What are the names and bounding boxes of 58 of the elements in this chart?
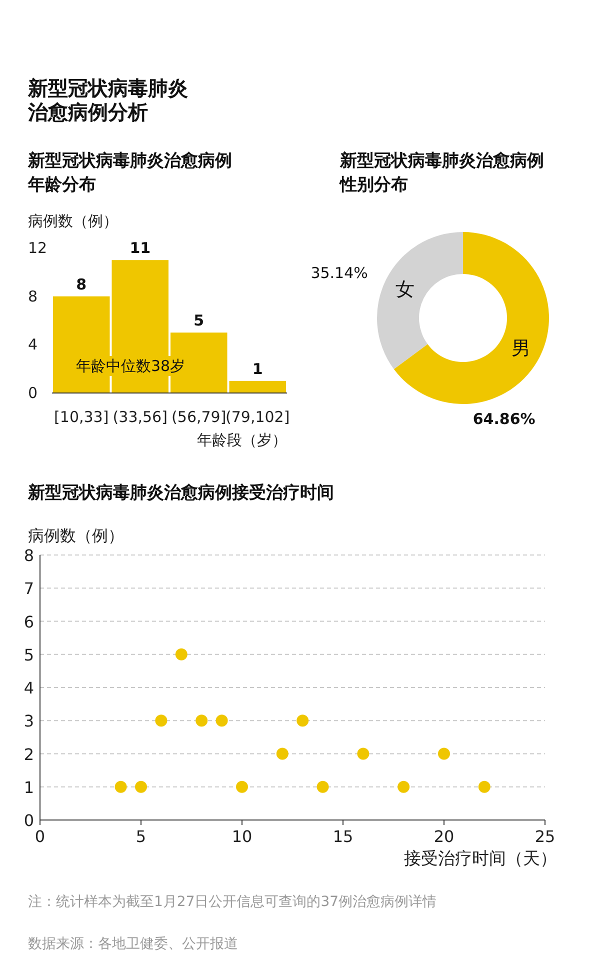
y-axis-title: 病例数（例）	[28, 212, 118, 230]
chart-title: 新型冠状病毒肺炎治愈病例年龄分布	[27, 151, 232, 195]
x-tick-label: 20	[434, 827, 454, 846]
y-tick-label: 0	[24, 811, 34, 830]
point	[276, 748, 288, 760]
annotation: 年龄中位数38岁	[76, 357, 186, 375]
point	[296, 714, 309, 727]
data-label: 35.14%	[310, 264, 368, 282]
y-tick-label: 3	[24, 712, 34, 731]
x-axis-title: 年龄段（岁）	[197, 431, 287, 449]
point	[316, 780, 329, 793]
y-tick-label: 7	[24, 579, 34, 598]
x-tick-label: 10	[232, 827, 252, 846]
point	[438, 748, 450, 760]
point	[196, 714, 208, 727]
y-tick-label: 4	[28, 336, 38, 354]
data-label: 11	[130, 239, 151, 258]
y-tick-label: 12	[28, 239, 48, 257]
data-label: 5	[194, 312, 204, 330]
bar	[229, 380, 286, 393]
y-axis-title: 病例数（例）	[28, 526, 124, 545]
y-tick-label: 5	[24, 645, 34, 664]
x-tick-label: [10,33]	[54, 408, 109, 426]
x-tick-label: 25	[534, 827, 556, 846]
y-tick-label: 0	[28, 384, 38, 402]
point	[114, 780, 127, 793]
chart-title: 新型冠状病毒肺炎治愈病例接受治疗时间	[27, 483, 334, 503]
y-tick-label: 6	[24, 612, 34, 632]
x-tick-label: (56,79]	[172, 408, 226, 426]
y-tick-label: 1	[24, 778, 34, 797]
y-tick-label: 4	[24, 678, 34, 698]
y-tick-label: 8	[24, 546, 34, 565]
donut-slice	[394, 232, 549, 404]
slice-label: 女	[395, 278, 414, 301]
x-axis-title: 接受治疗时间（天）	[404, 849, 557, 869]
x-tick-label: (33,56]	[112, 408, 168, 426]
donut-slice	[377, 232, 463, 370]
point	[357, 748, 370, 760]
point	[478, 780, 490, 793]
data-label: 64.86%	[472, 410, 536, 428]
x-tick-label: 15	[332, 827, 354, 846]
y-tick-label: 8	[28, 287, 38, 306]
data-label: 8	[76, 275, 87, 294]
source-note: 数据来源：各地卫健委、公开报道	[28, 936, 238, 952]
point	[135, 780, 147, 793]
point	[236, 780, 248, 793]
y-tick-label: 2	[24, 744, 34, 764]
chart-title: 新型冠状病毒肺炎治愈病例性别分布	[339, 151, 544, 195]
data-label: 1	[252, 360, 263, 378]
text: 新型冠状病毒肺炎治愈病例分析	[27, 76, 188, 124]
text: 注：统计样本为截至1月27日公开信息可查询的37例治愈病例详情	[28, 894, 437, 910]
point	[216, 714, 228, 727]
point	[155, 714, 168, 727]
x-tick-label: 5	[136, 827, 146, 846]
x-tick-label: (79,102]	[226, 408, 290, 426]
point	[398, 780, 410, 793]
slice-label: 男	[512, 337, 531, 360]
point	[175, 648, 188, 660]
